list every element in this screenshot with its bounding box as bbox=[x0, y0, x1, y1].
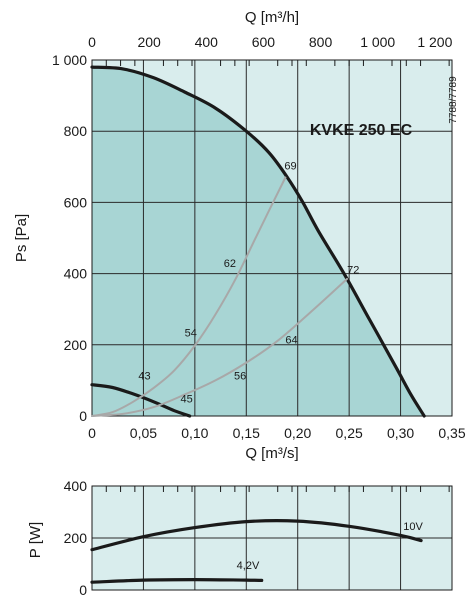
power-plot-frame bbox=[91, 485, 453, 591]
x-axis-label: Q [m³/s] bbox=[245, 445, 298, 462]
x2-tick-label: 0 bbox=[88, 34, 96, 50]
y-tick-label: 200 bbox=[64, 337, 88, 353]
curve-value-label: 64 bbox=[285, 335, 297, 347]
x-tick-label: 0,30 bbox=[387, 425, 414, 441]
system-curve-left bbox=[91, 176, 287, 417]
curve-value-label: 54 bbox=[185, 328, 197, 340]
flow-m3h-minor-ticks bbox=[105, 60, 450, 66]
pressure-plot-frame bbox=[91, 59, 453, 417]
x-tick-label: 0,35 bbox=[438, 425, 465, 441]
x-tick-label: 0,25 bbox=[336, 425, 363, 441]
x2-tick-label: 800 bbox=[309, 34, 333, 50]
power-series-label: 10V bbox=[403, 521, 423, 533]
system-curve-right bbox=[91, 277, 349, 417]
x-tick-label: 0,20 bbox=[284, 425, 311, 441]
max-speed-curve bbox=[90, 65, 426, 418]
flow-m3s-tick-labels: 0 0,05 0,10 0,15 0,20 0,25 0,30 0,35 bbox=[88, 425, 466, 441]
x-tick-label: 0,05 bbox=[130, 425, 157, 441]
power-minor-ticks bbox=[105, 486, 450, 492]
power-tick-label: 0 bbox=[79, 582, 87, 598]
flow-m3h-tick-labels: 0 200 400 600 800 1 000 1 200 bbox=[88, 34, 452, 50]
pressure-chart: 69 62 54 43 72 64 56 45 0 0,05 0,10 0,15 0,20 0,25 0,… bbox=[13, 9, 466, 462]
min-speed-curve bbox=[90, 383, 192, 418]
power-series-labels: 10V 4,2V bbox=[237, 521, 424, 572]
operating-area-fill bbox=[92, 67, 425, 416]
x2-tick-label: 600 bbox=[252, 34, 276, 50]
power-series-label: 4,2V bbox=[237, 560, 260, 572]
curve-value-label: 62 bbox=[224, 258, 236, 270]
x2-axis-label: Q [m³/h] bbox=[245, 9, 299, 26]
power-curve-4-2v bbox=[90, 577, 264, 584]
x2-tick-label: 400 bbox=[195, 34, 219, 50]
y-tick-label: 800 bbox=[64, 123, 88, 139]
curve-value-label: 56 bbox=[234, 370, 246, 382]
y-axis-label: Ps [Pa] bbox=[13, 214, 30, 262]
pressure-tick-labels: 0 200 400 600 800 1 000 bbox=[52, 52, 87, 424]
x-tick-label: 0 bbox=[88, 425, 96, 441]
y-tick-label: 400 bbox=[64, 266, 88, 282]
curve-value-label: 45 bbox=[181, 393, 193, 405]
y-tick-label: 0 bbox=[79, 408, 87, 424]
curve-labels: 69 62 54 43 72 64 56 45 bbox=[138, 161, 359, 406]
y-tick-label: 600 bbox=[64, 194, 88, 210]
x2-tick-label: 1 000 bbox=[360, 34, 395, 50]
power-curve-10v bbox=[90, 519, 423, 552]
x2-tick-label: 1 200 bbox=[417, 34, 452, 50]
chart-title: KVKE 250 EC bbox=[310, 122, 413, 139]
power-tick-label: 200 bbox=[64, 530, 88, 546]
curve-value-label: 43 bbox=[138, 371, 150, 383]
y-tick-label: 1 000 bbox=[52, 52, 87, 68]
curve-value-label: 69 bbox=[284, 161, 296, 173]
x-tick-label: 0,10 bbox=[181, 425, 208, 441]
pressure-series bbox=[90, 65, 426, 418]
x-tick-label: 0,15 bbox=[233, 425, 260, 441]
power-tick-labels: 0 200 400 bbox=[64, 478, 88, 598]
power-chart: 10V 4,2V 0 200 400 P [W] bbox=[27, 478, 453, 598]
power-series bbox=[90, 519, 423, 584]
figure-code: 7788/7789 bbox=[448, 76, 459, 124]
power-tick-label: 400 bbox=[64, 478, 88, 494]
power-y-axis-label: P [W] bbox=[27, 522, 44, 558]
curve-value-label: 72 bbox=[347, 265, 359, 277]
x2-tick-label: 200 bbox=[137, 34, 161, 50]
